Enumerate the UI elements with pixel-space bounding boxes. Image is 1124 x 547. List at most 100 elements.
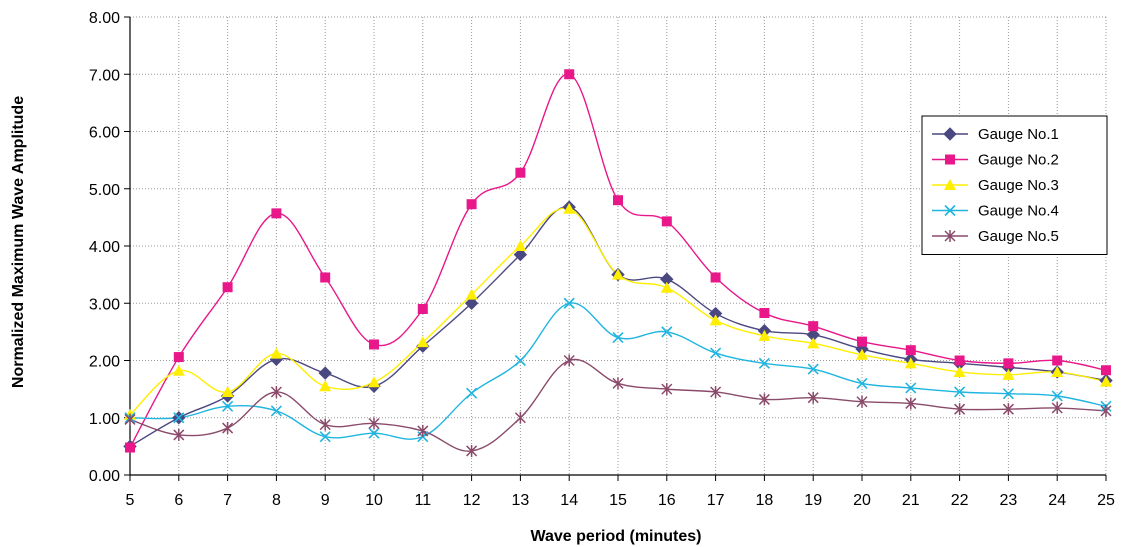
series-line-5 xyxy=(129,358,1107,452)
x-tick-label: 25 xyxy=(1097,492,1115,509)
y-tick-label: 6.00 xyxy=(89,125,120,142)
data-point xyxy=(417,303,428,314)
x-tick-label: 20 xyxy=(853,492,871,509)
data-point xyxy=(319,431,331,443)
x-tick-label: 7 xyxy=(223,492,232,509)
data-point xyxy=(807,337,820,349)
data-point xyxy=(954,386,966,398)
data-point xyxy=(368,376,380,388)
data-point xyxy=(1100,404,1112,417)
data-point xyxy=(905,345,916,356)
legend-item: Gauge No.1 xyxy=(932,126,1059,143)
x-tick-label: 13 xyxy=(512,492,530,509)
data-point xyxy=(369,339,379,350)
data-point xyxy=(1002,368,1015,380)
data-point xyxy=(1100,375,1112,387)
legend-label: Gauge No.3 xyxy=(978,177,1059,194)
data-point xyxy=(172,364,185,376)
x-tick-label: 9 xyxy=(321,492,330,509)
data-point xyxy=(173,428,185,441)
data-point xyxy=(612,332,624,344)
data-point xyxy=(173,352,184,363)
legend: Gauge No.1 Gauge No.2 Gauge No.3 Gauge No.4… xyxy=(921,115,1108,255)
data-point xyxy=(807,363,819,375)
data-point xyxy=(464,296,479,310)
data-point xyxy=(318,366,332,380)
data-point xyxy=(466,387,478,399)
data-point xyxy=(612,268,624,280)
data-point xyxy=(270,405,282,417)
legend-swatch-marker xyxy=(944,230,956,242)
legend-item: Gauge No.3 xyxy=(932,177,1059,194)
legend-label: Gauge No.5 xyxy=(978,228,1059,245)
series-markers-4 xyxy=(124,297,1112,443)
legend-swatch-marker xyxy=(944,204,956,217)
x-tick-label: 11 xyxy=(414,492,431,509)
y-tick-label: 8.00 xyxy=(89,10,120,27)
x-tick-label: 23 xyxy=(1000,492,1018,509)
legend-item: Gauge No.2 xyxy=(932,152,1059,169)
data-point xyxy=(417,424,429,437)
axes xyxy=(124,16,1107,481)
data-point xyxy=(564,69,575,80)
x-tick-label: 6 xyxy=(174,492,183,509)
data-point xyxy=(221,385,234,397)
data-point xyxy=(1051,390,1063,402)
data-point xyxy=(710,272,721,283)
data-point xyxy=(319,418,331,431)
y-tick-label: 3.00 xyxy=(89,296,120,313)
series-markers-5 xyxy=(124,354,1112,457)
data-point xyxy=(466,444,478,457)
data-point xyxy=(954,355,965,366)
data-point xyxy=(758,393,770,406)
x-tick-label: 5 xyxy=(126,492,135,509)
data-point xyxy=(856,348,868,360)
data-point xyxy=(465,288,478,300)
data-point xyxy=(563,297,575,309)
data-point xyxy=(954,403,966,416)
x-tick-label: 18 xyxy=(756,492,774,509)
data-point xyxy=(857,336,867,347)
data-point xyxy=(1101,365,1111,376)
legend-swatch-marker xyxy=(945,154,955,165)
data-point xyxy=(125,442,135,453)
legend-label: Gauge No.4 xyxy=(978,203,1059,220)
y-tick-label: 2.00 xyxy=(89,354,120,371)
data-point xyxy=(1052,355,1063,366)
data-point xyxy=(1051,365,1064,377)
data-point xyxy=(1051,402,1063,415)
data-point xyxy=(904,357,917,369)
x-tick-label: 8 xyxy=(272,492,281,509)
x-tick-label: 21 xyxy=(902,492,920,509)
data-point xyxy=(514,240,527,251)
data-point xyxy=(661,216,672,227)
data-point xyxy=(466,199,477,210)
data-point xyxy=(173,412,185,424)
data-point xyxy=(709,314,722,326)
data-point xyxy=(661,383,673,396)
data-point xyxy=(319,380,332,392)
legend-item: Gauge No.4 xyxy=(932,203,1059,220)
x-tick-labels: 5 6 7 8 9 10 11 12 13 14 15 16 17 18 19 20 21 22 23 24 25 xyxy=(126,492,1115,509)
legend-label: Gauge No.2 xyxy=(978,152,1059,169)
data-point xyxy=(222,422,234,435)
data-point xyxy=(563,202,576,214)
x-axis-title: Wave period (minutes) xyxy=(531,528,702,545)
data-point xyxy=(368,427,380,439)
y-tick-label: 1.00 xyxy=(89,411,120,428)
y-tick-label: 0.00 xyxy=(89,468,120,485)
data-point xyxy=(320,272,331,283)
x-tick-label: 10 xyxy=(365,492,383,509)
data-point xyxy=(759,307,770,318)
data-point xyxy=(660,281,673,293)
data-point xyxy=(1003,358,1014,369)
data-point xyxy=(514,411,526,424)
data-point xyxy=(613,195,623,206)
data-point xyxy=(710,347,722,359)
data-point xyxy=(222,400,234,412)
data-point xyxy=(905,382,917,394)
x-tick-label: 14 xyxy=(560,492,578,509)
series-line-4 xyxy=(129,302,1107,440)
series-markers-2 xyxy=(125,69,1111,453)
